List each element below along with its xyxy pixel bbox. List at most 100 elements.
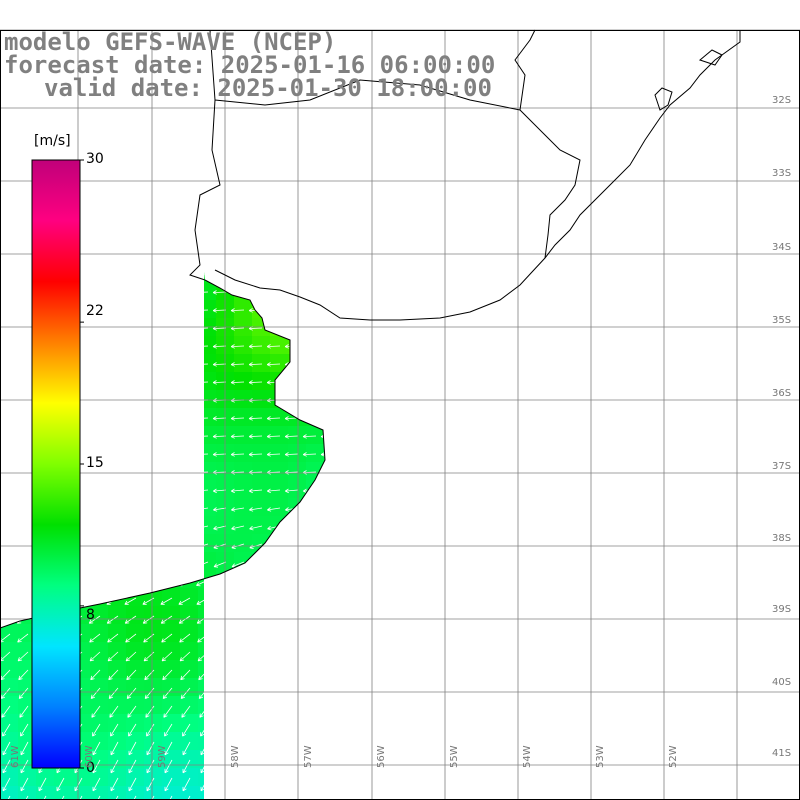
wind-arrow	[144, 687, 155, 699]
lon-label-60w: 60W	[84, 745, 95, 768]
wind-arrow	[108, 669, 119, 681]
wind-arrow	[212, 452, 227, 457]
wind-arrow	[213, 525, 227, 531]
border-uruguay	[189, 29, 581, 281]
lon-label-54w: 54W	[522, 745, 533, 768]
speed-cell	[180, 606, 199, 625]
speed-cell	[126, 678, 145, 697]
speed-cell	[270, 462, 289, 481]
speed-cell	[252, 336, 271, 355]
speed-cell	[0, 678, 19, 697]
wind-arrow	[212, 344, 227, 349]
wind-arrow	[128, 723, 137, 737]
colorbar-fill	[31, 159, 81, 769]
lat-label-35s: 35S	[772, 315, 792, 326]
wind-arrow	[160, 615, 173, 624]
colorbar-tick-8: 8	[86, 607, 95, 623]
wind-arrow	[212, 362, 227, 367]
lat-label-33s: 33S	[772, 168, 792, 179]
colorbar-ticks	[80, 159, 84, 769]
wind-arrow	[230, 362, 245, 367]
speed-cell	[144, 768, 163, 787]
speed-cell	[252, 444, 271, 463]
wind-arrow	[162, 687, 173, 699]
wind-arrow	[230, 308, 245, 313]
wind-arrow	[248, 380, 263, 385]
lat-lon-grid	[0, 29, 800, 800]
wind-arrow	[125, 651, 137, 662]
speed-cell	[126, 606, 145, 625]
speed-cell	[108, 732, 127, 751]
speed-cell	[162, 678, 181, 697]
lat-label-37s: 37S	[772, 461, 792, 472]
wind-arrow	[212, 488, 227, 494]
wind-arrow	[230, 488, 245, 494]
wind-arrow	[20, 741, 29, 756]
wind-arrow	[248, 362, 263, 367]
speed-cell	[162, 714, 181, 733]
speed-cell	[126, 660, 145, 679]
wind-arrow	[2, 777, 11, 792]
wind-arrow	[17, 651, 29, 662]
colorbar-tick-30: 30	[86, 151, 104, 167]
speed-cell	[180, 768, 199, 787]
wind-arrow	[284, 452, 299, 457]
speed-cell	[252, 390, 271, 409]
wind-arrow	[284, 416, 299, 421]
speed-cell	[234, 426, 253, 445]
wind-arrow	[162, 669, 173, 681]
wind-arrow	[2, 759, 11, 774]
wind-arrow	[249, 525, 263, 531]
speed-cell	[144, 606, 163, 625]
speed-cell	[252, 516, 271, 535]
lon-label-52w: 52W	[668, 745, 679, 768]
wind-arrow	[161, 633, 173, 643]
speed-cell	[144, 714, 163, 733]
speed-cell	[54, 768, 73, 787]
wind-arrow	[18, 687, 29, 699]
speed-cell	[234, 390, 253, 409]
wind-arrow	[161, 651, 173, 662]
speed-cell	[252, 462, 271, 481]
speed-cell	[90, 642, 109, 661]
wind-arrow	[110, 795, 119, 800]
wind-arrow	[302, 452, 317, 457]
speed-cell	[234, 354, 253, 373]
speed-cell	[270, 498, 289, 517]
colorbar-tick-15: 15	[86, 455, 104, 471]
speed-cell	[126, 714, 145, 733]
speed-cell	[126, 750, 145, 769]
wind-arrow	[212, 416, 227, 421]
wind-arrow	[18, 669, 29, 681]
lat-label-40s: 40S	[772, 677, 792, 688]
wind-arrow	[89, 651, 101, 662]
speed-cell	[288, 444, 307, 463]
lon-label-57w: 57W	[303, 745, 314, 768]
speed-cell	[234, 534, 253, 553]
wind-arrow	[248, 434, 263, 439]
speed-cell	[234, 336, 253, 355]
speed-cell	[36, 768, 55, 787]
wind-arrow	[146, 759, 155, 774]
wind-arrow	[266, 344, 281, 349]
wind-arrow	[56, 777, 65, 792]
wind-arrow	[20, 777, 29, 792]
speed-cell	[162, 750, 181, 769]
wind-arrow	[230, 416, 245, 421]
lon-label-53w: 53W	[595, 745, 606, 768]
speed-cell	[0, 750, 19, 769]
speed-cell	[126, 642, 145, 661]
speed-cell	[180, 750, 199, 769]
wind-arrow	[146, 741, 155, 756]
wind-arrow	[2, 795, 11, 800]
wind-arrow	[230, 380, 245, 385]
speed-cell	[234, 462, 253, 481]
speed-cell	[144, 750, 163, 769]
speed-cell	[270, 444, 289, 463]
wind-arrow	[2, 741, 11, 756]
wind-arrow	[182, 741, 191, 756]
wind-arrow	[230, 434, 245, 439]
speed-cell	[90, 732, 109, 751]
wind-arrow	[108, 687, 119, 699]
wind-arrow	[178, 615, 191, 624]
